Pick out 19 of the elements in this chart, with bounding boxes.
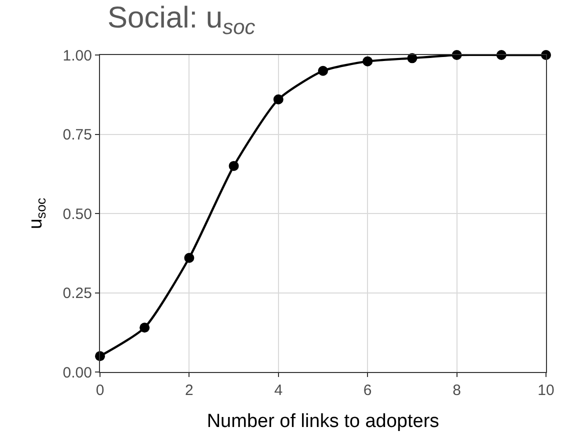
y-tick-label: 0.50 — [62, 206, 92, 223]
point — [228, 160, 239, 171]
x-axis-title: Number of links to adopters — [206, 410, 440, 432]
point — [140, 322, 150, 333]
y-tick-label: 0.00 — [62, 364, 92, 382]
x-tick-label: 0 — [96, 382, 104, 399]
y-tick-label: 1.00 — [62, 47, 92, 64]
point — [184, 252, 194, 263]
y-tick-label: 0.75 — [62, 126, 92, 144]
point — [318, 66, 328, 76]
y-tick-label: 0.25 — [62, 285, 92, 302]
x-tick-label: 6 — [363, 382, 372, 399]
x-tick-label: 8 — [452, 382, 461, 399]
x-tick-label: 2 — [185, 382, 194, 399]
chart-title: Social: u$_{soc}$ — [108, 2, 256, 39]
x-tick-label: 4 — [274, 382, 283, 399]
point — [273, 94, 284, 104]
x-tick-label: 10 — [538, 382, 554, 399]
point — [362, 56, 373, 66]
